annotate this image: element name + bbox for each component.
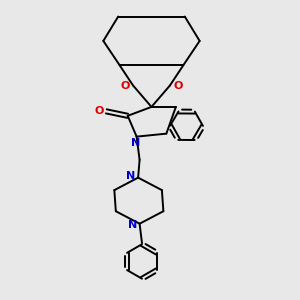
Text: N: N xyxy=(126,171,135,181)
Text: N: N xyxy=(128,220,137,230)
Text: N: N xyxy=(131,138,141,148)
Text: O: O xyxy=(173,80,183,91)
Text: O: O xyxy=(120,80,129,91)
Text: O: O xyxy=(94,106,104,116)
